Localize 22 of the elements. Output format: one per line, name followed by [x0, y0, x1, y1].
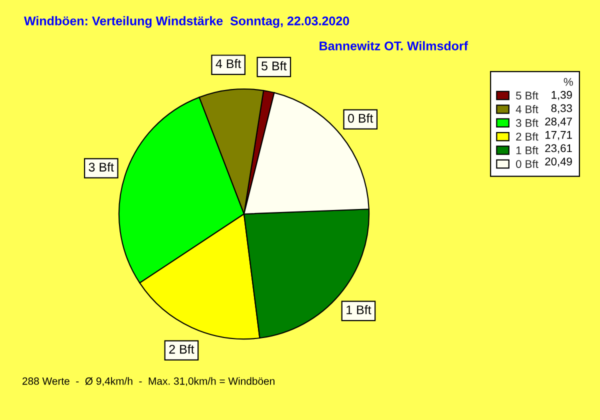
- data-label: 8,33: [551, 104, 572, 114]
- legend-label: 4 Bft: [516, 105, 538, 114]
- text: 288 Werte - Ø 9,4km/h - Max. 31,0km/h = Windböen: [22, 377, 274, 386]
- data-label: 1,39: [552, 90, 572, 100]
- legend-label: 3 Bft: [516, 118, 538, 127]
- chart-title: Windböen: Verteilung Windstärke Sonntag, 22.03.2020: [24, 16, 350, 28]
- slice-label: 3 Bft: [88, 162, 114, 172]
- data-label: 17,71: [545, 131, 572, 140]
- legend-label: 1 Bft: [516, 146, 538, 154]
- legend-title: %: [564, 78, 573, 86]
- data-label: 20,49: [545, 158, 572, 167]
- data-label: 23,61: [545, 144, 572, 154]
- slice-label: 2 Bft: [169, 344, 194, 354]
- slice-label: 0 Bft: [348, 114, 374, 123]
- data-label: 28,47: [545, 118, 572, 127]
- slice-label: 1 Bft: [346, 305, 372, 314]
- slice-label: 5 Bft: [262, 61, 287, 70]
- chart-subtitle: Bannewitz OT. Wilmsdorf: [320, 41, 468, 50]
- legend-label: 2 Bft: [516, 132, 538, 141]
- legend-label: 0 Bft: [516, 160, 538, 168]
- legend-label: 5 Bft: [516, 91, 538, 100]
- slice-label: 4 Bft: [216, 59, 242, 68]
